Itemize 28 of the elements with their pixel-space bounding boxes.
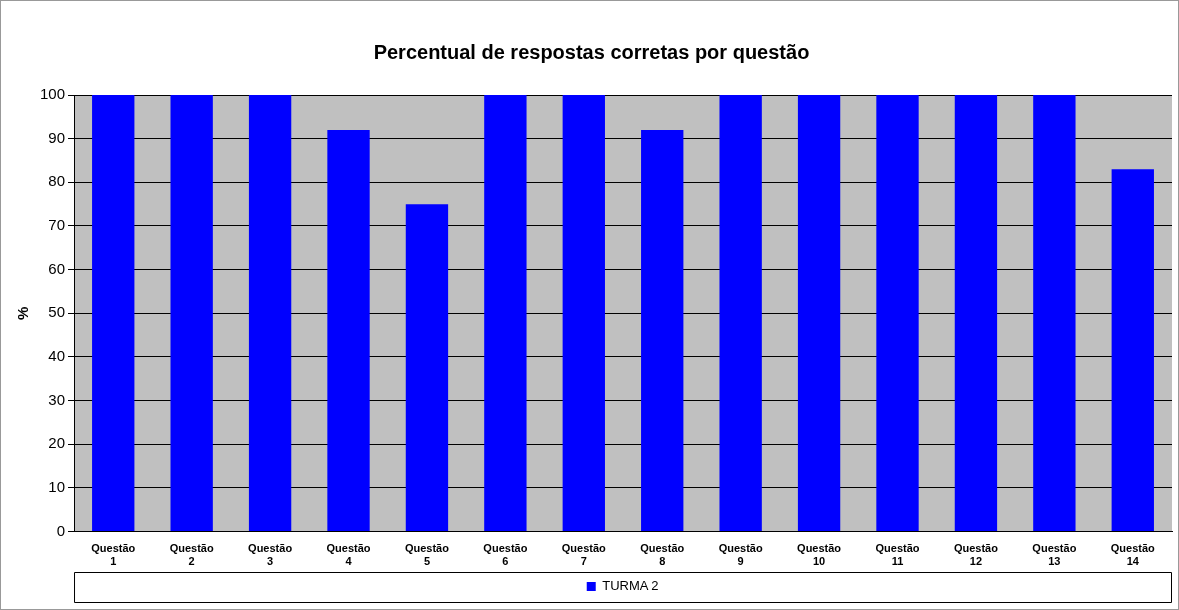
y-axis-title: % [14, 306, 32, 320]
x-tick-label: Questão 3 [248, 542, 293, 568]
y-tick-label: 70 [48, 216, 66, 234]
legend-label: TURMA 2 [602, 578, 659, 594]
x-tick-label: Questão 12 [953, 542, 999, 568]
y-tick-label: 10 [48, 478, 66, 496]
x-tick-label: Questão 7 [561, 542, 607, 568]
x-tick-label: Questão 1 [91, 542, 136, 568]
chart-title: Percentual de respostas corretas por questão [373, 40, 810, 63]
x-tick-label: Questão 4 [326, 542, 371, 568]
y-tick-label: 40 [48, 347, 66, 365]
y-tick-label: 20 [48, 434, 66, 452]
x-tick-label: Questão 5 [404, 542, 450, 568]
y-tick-label: 0 [56, 521, 66, 539]
x-tick-label: Questão 10 [797, 542, 842, 568]
y-tick-label: 100 [40, 85, 66, 103]
x-tick-label: Questão 8 [640, 542, 685, 568]
y-tick-label: 80 [48, 172, 66, 190]
x-tick-label: Questão 14 [1110, 542, 1156, 568]
y-tick-label: 30 [48, 390, 66, 408]
x-tick-label: Questão 9 [718, 542, 763, 568]
x-tick-label: Questão 6 [483, 542, 528, 568]
y-tick-label: 60 [48, 259, 66, 277]
x-tick-label: Questão 11 [875, 542, 920, 568]
y-tick-label: 90 [48, 128, 66, 146]
x-tick-label: Questão 2 [169, 542, 214, 568]
y-tick-label: 50 [48, 303, 66, 321]
x-tick-label: Questão 13 [1032, 542, 1077, 568]
